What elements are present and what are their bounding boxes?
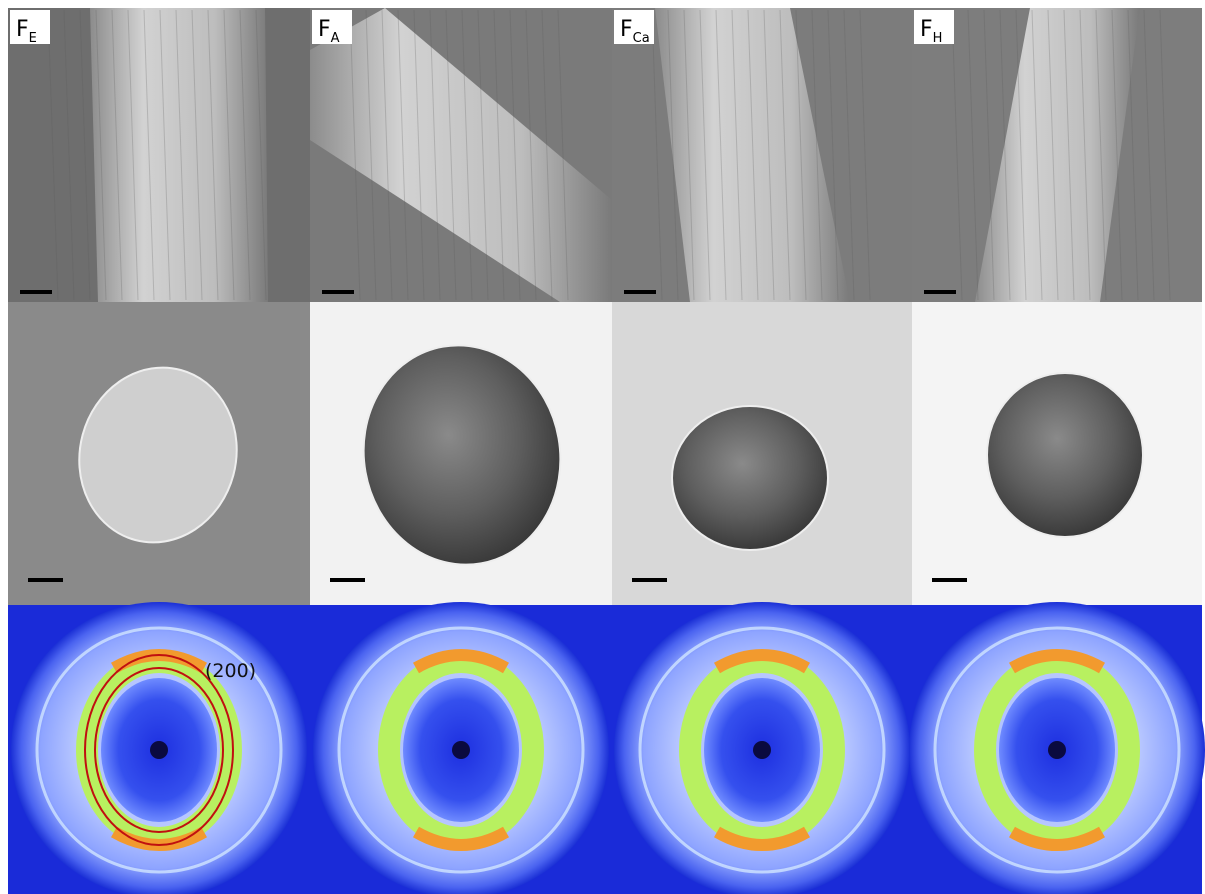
label-main: F	[318, 17, 331, 42]
panel-column: FE (200)	[8, 8, 310, 894]
scale-bar	[632, 578, 667, 582]
beam-stop	[753, 741, 771, 759]
label-sub: H	[933, 31, 943, 46]
scale-bar	[624, 290, 656, 294]
label-main: F	[620, 17, 633, 42]
scale-bar	[20, 290, 52, 294]
label-sub: Ca	[633, 31, 650, 46]
scale-bar	[330, 578, 365, 582]
scale-bar	[322, 290, 354, 294]
scale-bar	[932, 578, 967, 582]
label-main: F	[16, 17, 29, 42]
cross-section	[987, 373, 1143, 537]
cross-section	[672, 406, 828, 550]
label-sub: E	[29, 31, 37, 46]
scale-bar	[924, 290, 956, 294]
panel-column: FCa	[612, 8, 912, 894]
beam-stop	[452, 741, 470, 759]
beam-stop	[150, 741, 168, 759]
panel-column: FA	[310, 8, 612, 894]
beam-stop	[1048, 741, 1066, 759]
figure: FE(200)FAFCaFH	[0, 0, 1205, 894]
panel-column: FH	[909, 8, 1205, 894]
label-main: F	[920, 17, 933, 42]
label-sub: A	[331, 31, 340, 46]
scale-bar	[28, 578, 63, 582]
peak-annotation: (200)	[205, 660, 256, 682]
